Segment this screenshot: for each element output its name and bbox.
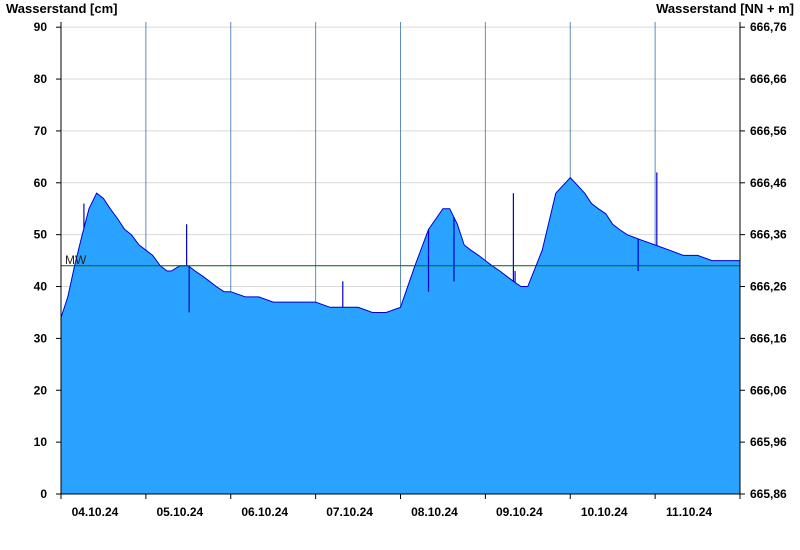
left-axis-ticks: 0 10 20 30 40 50 60 70 80 90 (34, 20, 61, 501)
area-fill (61, 177, 740, 494)
x-tick-label-1: 05.10.24 (156, 505, 203, 519)
left-tick-label-0: 0 (40, 487, 47, 501)
right-tick-label-3: 666,16 (750, 331, 787, 345)
left-axis-title: Wasserstand [cm] (6, 1, 118, 16)
right-tick-label-4: 666,26 (750, 280, 787, 294)
water-level-area (60, 176, 740, 494)
right-axis-title: Wasserstand [NN + m] (656, 1, 794, 16)
left-tick-label-3: 30 (34, 331, 48, 345)
water-level-spikes (83, 172, 658, 313)
right-tick-label-5: 666,36 (750, 228, 787, 242)
left-tick-label-2: 20 (34, 383, 48, 397)
mean-water-line: MW (61, 253, 740, 267)
right-axis-ticks: 665,86 665,96 666,06 666,16 666,26 666,36 666,… (740, 20, 787, 501)
area-outline (60, 176, 740, 318)
right-tick-label-1: 665,96 (750, 435, 787, 449)
x-tick-label-2: 06.10.24 (241, 505, 288, 519)
right-tick-label-7: 666,56 (750, 124, 787, 138)
left-tick-label-1: 10 (34, 435, 48, 449)
x-tick-label-3: 07.10.24 (326, 505, 373, 519)
left-tick-label-5: 50 (34, 228, 48, 242)
x-tick-label-5: 09.10.24 (496, 505, 543, 519)
right-tick-label-8: 666,66 (750, 72, 787, 86)
x-tick-label-6: 10.10.24 (581, 505, 628, 519)
right-tick-label-0: 665,86 (750, 487, 787, 501)
left-tick-label-8: 80 (34, 72, 48, 86)
right-tick-label-6: 666,46 (750, 176, 787, 190)
right-tick-label-2: 666,06 (750, 383, 787, 397)
right-tick-label-9: 666,76 (750, 20, 787, 34)
x-axis-ticks: 04.10.24 05.10.24 06.10.24 07.10.24 08.10.24… (60, 494, 741, 519)
x-tick-label-7: 11.10.24 (666, 505, 712, 519)
left-tick-label-7: 70 (34, 124, 48, 138)
mw-label: MW (65, 253, 87, 267)
left-tick-label-9: 90 (34, 20, 48, 34)
x-tick-label-0: 04.10.24 (72, 505, 119, 519)
left-tick-label-6: 60 (34, 176, 48, 190)
left-tick-label-4: 40 (34, 280, 48, 294)
x-tick-label-4: 08.10.24 (411, 505, 458, 519)
